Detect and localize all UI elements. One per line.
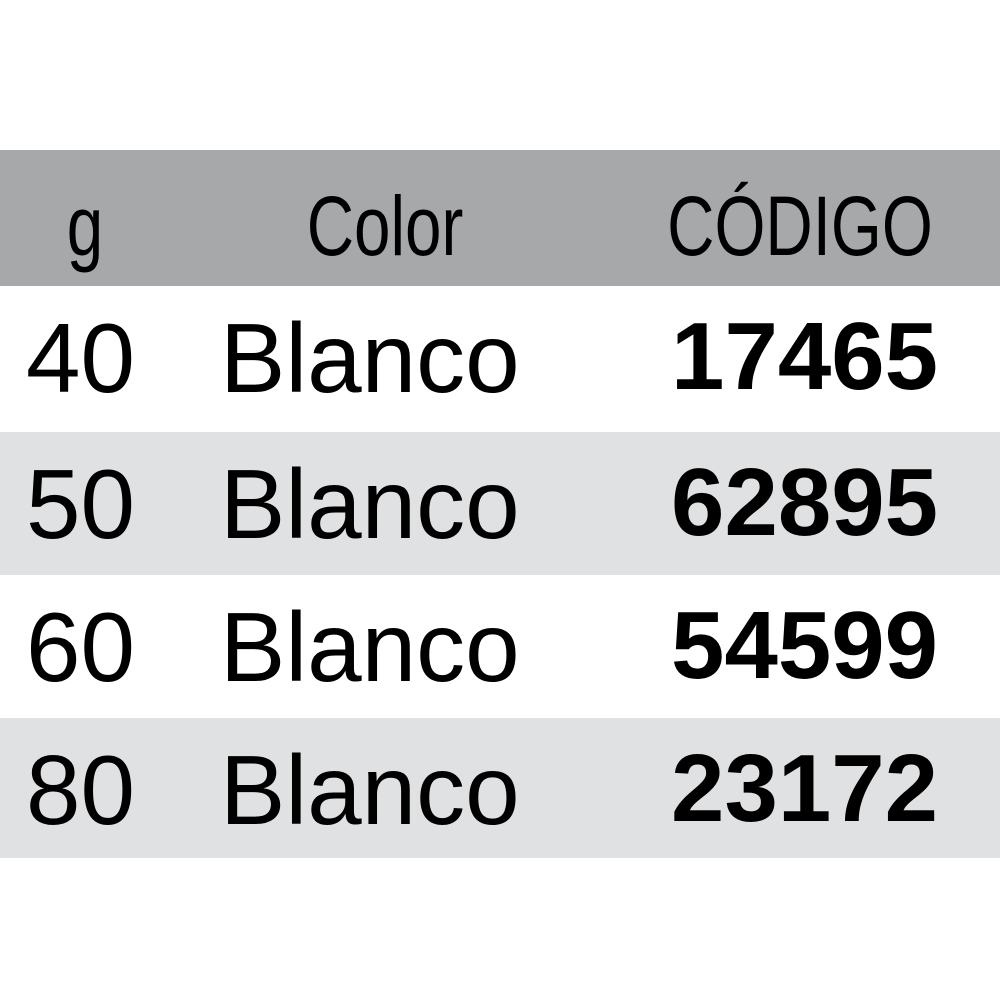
code-cell: 62895 — [671, 449, 938, 556]
code-cell: 54599 — [671, 592, 938, 699]
color-cell: Blanco — [220, 592, 520, 702]
weight-cell: 80 — [26, 735, 136, 845]
header-g: g — [66, 179, 104, 273]
color-cell: Blanco — [220, 303, 520, 413]
header-color: Color — [306, 179, 464, 273]
code-cell: 17465 — [671, 303, 938, 410]
weight-cell: 40 — [26, 303, 136, 413]
weight-cell: 50 — [26, 449, 136, 559]
table-row: 50 Blanco 62895 — [0, 432, 1000, 575]
table-row: 80 Blanco 23172 — [0, 718, 1000, 858]
table-row: 60 Blanco 54599 — [0, 575, 1000, 718]
header-codigo: CÓDIGO — [667, 179, 933, 273]
color-cell: Blanco — [220, 735, 520, 845]
color-cell: Blanco — [220, 449, 520, 559]
weight-cell: 60 — [26, 592, 136, 702]
table-header: g Color CÓDIGO — [0, 150, 1000, 286]
code-cell: 23172 — [671, 735, 938, 842]
table-row: 40 Blanco 17465 — [0, 286, 1000, 429]
